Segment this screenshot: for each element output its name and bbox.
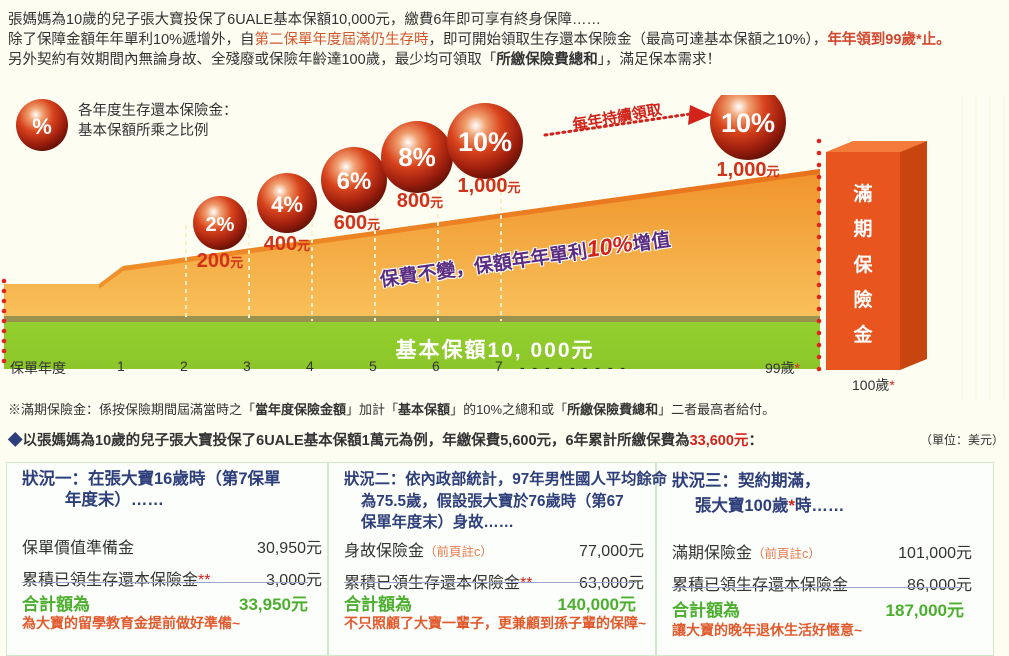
svg-text:400元: 400元	[264, 233, 310, 255]
svg-text:4%: 4%	[271, 192, 303, 217]
svg-text:6%: 6%	[337, 168, 372, 195]
svg-text:%: %	[32, 114, 52, 139]
svg-text:保: 保	[852, 253, 873, 276]
svg-text:每年持續領取: 每年持續領取	[571, 100, 664, 134]
svg-text:1,000元: 1,000元	[716, 159, 779, 181]
svg-text:10%: 10%	[721, 108, 775, 138]
svg-text:1,000元: 1,000元	[457, 175, 520, 197]
svg-text:10%: 10%	[458, 127, 512, 157]
svg-text:滿: 滿	[853, 182, 872, 205]
svg-text:期: 期	[853, 218, 872, 240]
svg-text:8%: 8%	[398, 142, 436, 172]
svg-text:金: 金	[852, 323, 873, 346]
svg-text:600元: 600元	[334, 212, 380, 234]
svg-text:2%: 2%	[206, 214, 235, 236]
svg-text:800元: 800元	[397, 190, 443, 212]
svg-text:險: 險	[853, 288, 872, 311]
